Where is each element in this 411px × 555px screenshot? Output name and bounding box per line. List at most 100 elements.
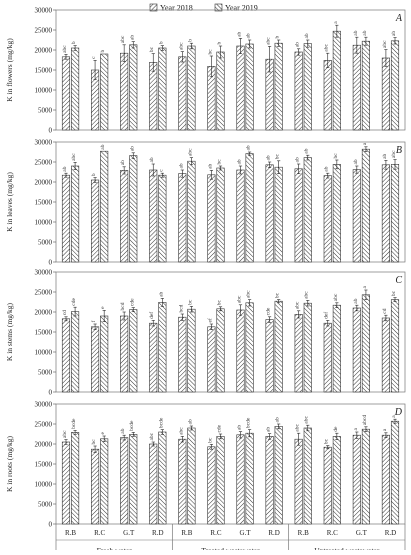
bar	[120, 315, 129, 393]
y-tick-label: 5000	[38, 239, 53, 247]
bar	[158, 302, 167, 393]
significance-label: bc	[207, 49, 213, 55]
significance-label: c	[91, 56, 97, 59]
significance-label: b	[100, 50, 106, 53]
bar	[265, 436, 274, 525]
significance-label: abc	[382, 40, 388, 48]
bar	[129, 44, 138, 131]
y-tick-label: 0	[49, 521, 53, 529]
bar	[149, 169, 158, 263]
significance-label: bc	[217, 300, 223, 306]
y-tick-label: 20000	[35, 179, 53, 187]
y-tick-label: 15000	[35, 67, 53, 75]
bar	[274, 166, 283, 263]
bar	[381, 164, 390, 263]
significance-label: a	[353, 428, 359, 431]
category-label: G.T	[123, 529, 135, 537]
significance-label: cde	[71, 298, 77, 306]
significance-label: abc	[295, 301, 301, 309]
significance-label: bcd	[178, 304, 184, 312]
bar	[71, 165, 80, 263]
y-axis-title: K in flowers (mg/kg)	[5, 38, 14, 102]
significance-label: bcde	[129, 420, 135, 431]
significance-label: bcde	[158, 417, 164, 428]
significance-label: ab	[236, 159, 242, 164]
bar	[294, 314, 303, 393]
y-tick-label: 0	[49, 389, 53, 397]
bar	[303, 43, 312, 131]
bar	[149, 322, 158, 393]
y-tick-label: 25000	[35, 289, 53, 297]
bar	[216, 51, 225, 131]
significance-label: ef	[206, 318, 213, 322]
significance-label: b	[187, 39, 193, 42]
category-label: R.B	[65, 529, 76, 537]
significance-label: cd	[62, 310, 68, 315]
significance-label: ab	[236, 425, 242, 430]
y-tick-label: 15000	[35, 329, 53, 337]
y-tick-label: 0	[49, 127, 53, 135]
significance-label: ab	[129, 146, 135, 151]
y-tick-label: 20000	[35, 47, 53, 55]
group-label: Treated wastewater	[201, 546, 260, 550]
significance-label: bcde	[71, 418, 77, 429]
bar	[390, 164, 400, 263]
bar	[236, 434, 245, 525]
significance-label: f	[90, 321, 97, 323]
significance-label: b	[91, 173, 97, 176]
bar	[187, 427, 196, 525]
panel-frame	[55, 9, 406, 131]
bar	[245, 432, 254, 525]
bar	[207, 174, 216, 263]
y-tick-label: 30000	[35, 269, 53, 277]
bar	[245, 302, 254, 393]
y-axis-title: K in stems (mg/kg)	[5, 302, 14, 361]
y-tick-label: 20000	[35, 309, 53, 317]
significance-label: abc	[178, 427, 184, 435]
bar	[390, 40, 400, 131]
bar	[158, 174, 167, 263]
significance-label: ab	[246, 145, 252, 150]
significance-label: bc	[275, 154, 281, 160]
significance-label: b	[71, 41, 77, 44]
bar	[274, 426, 283, 525]
y-tick-label: 30000	[35, 139, 53, 147]
bar	[361, 428, 370, 525]
category-label: R.D	[385, 529, 396, 537]
significance-label: bc	[217, 159, 223, 165]
bar	[323, 446, 332, 525]
y-axis-title: K in roots (mg/kg)	[5, 435, 14, 492]
significance-label: b	[275, 36, 281, 39]
group-label: Fresh water	[97, 546, 133, 550]
significance-label: bc	[391, 290, 397, 296]
bar	[245, 43, 254, 131]
group-label: Untreated wastewater	[314, 546, 380, 550]
bar	[361, 148, 370, 263]
panel-letter: D	[394, 407, 403, 418]
significance-label: bc	[324, 438, 330, 444]
bar	[390, 420, 400, 525]
significance-label: abc	[304, 416, 310, 424]
bar	[236, 169, 245, 263]
significance-label: ab	[236, 31, 242, 36]
bar	[61, 441, 71, 525]
bar	[178, 316, 187, 393]
bar	[361, 294, 370, 393]
significance-label: b	[158, 41, 164, 44]
bar	[187, 45, 196, 131]
category-label: R.C	[94, 529, 105, 537]
significance-label: ab	[275, 417, 281, 422]
significance-label: abc	[62, 45, 68, 53]
bar	[207, 326, 216, 393]
significance-label: abc	[149, 432, 155, 440]
bar	[323, 175, 332, 263]
bar	[332, 436, 341, 525]
significance-label: ab	[324, 166, 330, 171]
bar	[61, 318, 71, 393]
y-tick-label: 0	[49, 259, 53, 267]
bar	[216, 308, 225, 393]
significance-label: ab	[295, 42, 301, 47]
significance-label: ab	[120, 160, 126, 165]
significance-label: a	[382, 428, 388, 431]
